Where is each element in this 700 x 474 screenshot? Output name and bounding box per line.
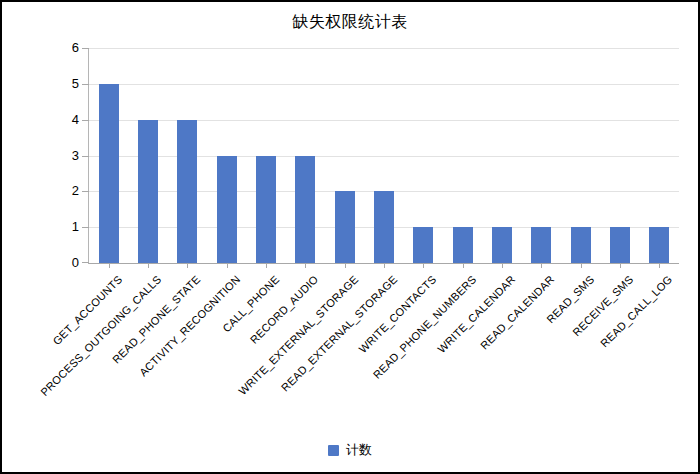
x-axis-tick — [463, 263, 464, 268]
bar-READ_CALENDAR — [531, 227, 551, 263]
y-axis-label: 1 — [43, 219, 79, 235]
y-axis-label: 0 — [43, 255, 79, 271]
y-axis-tick — [82, 120, 89, 121]
bar-READ_SMS — [571, 227, 591, 263]
bar-ACTIVITY_RECOGNITION — [217, 156, 237, 264]
y-axis-label: 6 — [43, 40, 79, 56]
x-axis-tick — [187, 263, 188, 268]
y-axis-label: 4 — [43, 112, 79, 128]
x-axis-tick — [109, 263, 110, 268]
y-axis-label: 5 — [43, 76, 79, 92]
bar-READ_EXTERNAL_STORAGE — [374, 191, 394, 263]
x-axis-tick — [581, 263, 582, 268]
y-axis-tick — [82, 227, 89, 228]
chart-frame: 缺失权限统计表 0123456GET_ACCOUNTSPROCESS_OUTGO… — [0, 0, 700, 474]
gridline — [89, 84, 679, 85]
bar-WRITE_CALENDAR — [492, 227, 512, 263]
x-axis-tick — [148, 263, 149, 268]
y-axis-tick — [82, 48, 89, 49]
gridline — [89, 48, 679, 49]
bar-RECEIVE_SMS — [610, 227, 630, 263]
bar-CALL_PHONE — [256, 156, 276, 264]
legend: 计数 — [2, 441, 698, 459]
bar-READ_PHONE_STATE — [177, 120, 197, 263]
chart-title: 缺失权限统计表 — [2, 12, 698, 33]
legend-swatch-icon — [328, 445, 339, 456]
x-axis-tick — [384, 263, 385, 268]
bar-READ_CALL_LOG — [649, 227, 669, 263]
y-axis-tick — [82, 191, 89, 192]
bar-RECORD_AUDIO — [295, 156, 315, 264]
x-axis-tick — [541, 263, 542, 268]
x-axis-tick — [502, 263, 503, 268]
y-axis-label: 3 — [43, 148, 79, 164]
y-axis-tick — [82, 262, 89, 263]
y-axis-label: 2 — [43, 183, 79, 199]
bar-WRITE_CONTACTS — [413, 227, 433, 263]
bar-PROCESS_OUTGOING_CALLS — [138, 120, 158, 263]
x-axis-tick — [345, 263, 346, 268]
x-axis-tick — [266, 263, 267, 268]
x-axis-tick — [659, 263, 660, 268]
x-axis-tick — [620, 263, 621, 268]
bar-GET_ACCOUNTS — [99, 84, 119, 263]
y-axis-tick — [82, 156, 89, 157]
bar-READ_PHONE_NUMBERS — [453, 227, 473, 263]
x-axis-tick — [423, 263, 424, 268]
x-axis-tick — [227, 263, 228, 268]
y-axis-tick — [82, 84, 89, 85]
x-axis-tick — [305, 263, 306, 268]
plot-area: 0123456GET_ACCOUNTSPROCESS_OUTGOING_CALL… — [88, 48, 679, 264]
legend-label: 计数 — [346, 441, 372, 459]
bar-WRITE_EXTERNAL_STORAGE — [335, 191, 355, 263]
